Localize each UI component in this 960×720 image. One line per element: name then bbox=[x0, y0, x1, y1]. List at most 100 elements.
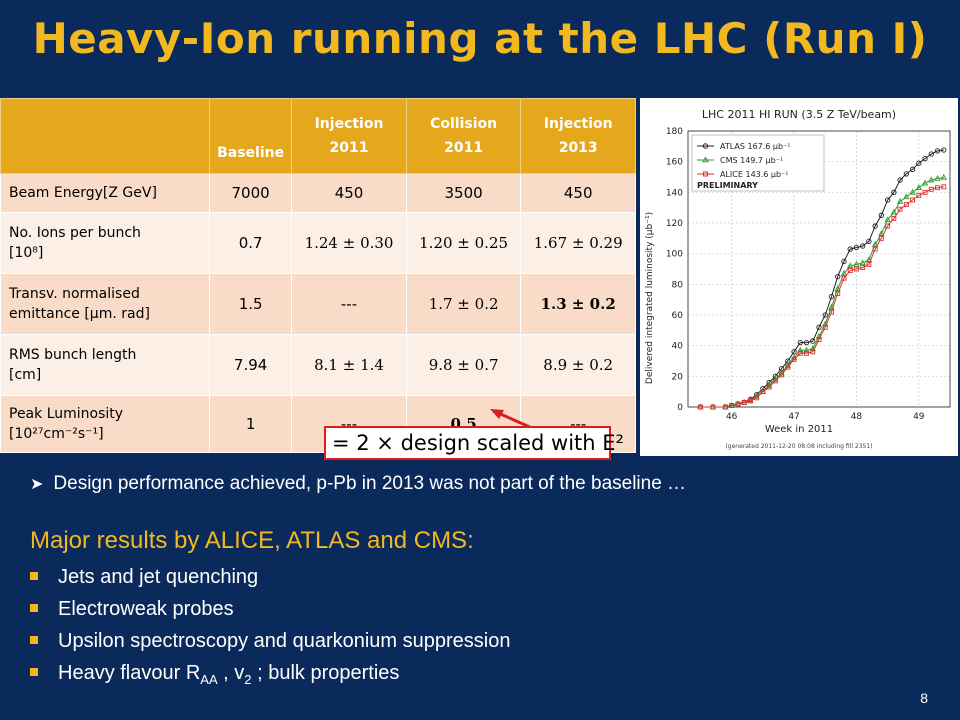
callout-arrow-icon bbox=[490, 409, 533, 430]
chart-title: LHC 2011 HI RUN (3.5 Z TeV/beam) bbox=[702, 108, 896, 121]
data-point bbox=[941, 147, 947, 153]
page-title: Heavy-Ion running at the LHC (Run I) bbox=[32, 14, 928, 63]
data-point bbox=[754, 395, 760, 401]
data-point bbox=[840, 270, 848, 276]
header-injection-2013-line1: Injection bbox=[543, 116, 613, 132]
param-beam-energy: Beam Energy[Z GeV] bbox=[0, 173, 210, 213]
data-point bbox=[816, 324, 822, 330]
table-row: Transv. normalised emittance [μm. rad] 1… bbox=[0, 273, 636, 335]
design-callout: = 2 × design scaled with E² bbox=[324, 426, 624, 460]
data-point bbox=[866, 261, 872, 267]
legend-marker bbox=[703, 171, 708, 177]
y-tick-label: 120 bbox=[666, 219, 683, 229]
data-point bbox=[872, 223, 878, 229]
data-point bbox=[916, 160, 922, 166]
list-item-text: Heavy flavour R bbox=[58, 662, 201, 684]
data-point bbox=[810, 338, 816, 344]
param-unit: [10⁸] bbox=[9, 245, 44, 261]
data-point bbox=[896, 197, 904, 204]
header-collision-2011-line1: Collision bbox=[430, 116, 498, 132]
y-tick-label: 80 bbox=[672, 280, 684, 290]
header-injection-2013: Injection 2013 bbox=[520, 98, 636, 174]
cell: 450 bbox=[520, 173, 636, 213]
data-point bbox=[940, 173, 947, 180]
data-point bbox=[878, 235, 884, 241]
list-item-text: Upsilon spectroscopy and quarkonium supp… bbox=[58, 630, 511, 652]
y-tick-label: 20 bbox=[672, 372, 684, 382]
param-label: Transv. normalised emittance bbox=[9, 286, 140, 322]
page-number: 8 bbox=[920, 690, 928, 706]
data-point bbox=[941, 184, 947, 190]
data-point bbox=[928, 151, 934, 157]
data-point bbox=[891, 189, 897, 195]
data-point bbox=[903, 202, 909, 208]
header-collision-2011-line2: 2011 bbox=[444, 140, 484, 156]
data-point bbox=[772, 378, 778, 384]
data-point bbox=[915, 184, 922, 190]
data-point bbox=[779, 372, 785, 378]
data-point bbox=[835, 274, 841, 280]
data-point bbox=[822, 324, 828, 330]
cell: 8.1 ± 1.4 bbox=[291, 334, 407, 396]
data-point bbox=[747, 398, 753, 404]
cell: 7.94 bbox=[208, 334, 293, 396]
data-point bbox=[797, 339, 803, 346]
legend-marker bbox=[702, 143, 709, 149]
list-item-text: Electroweak probes bbox=[58, 598, 234, 620]
cell: 450 bbox=[291, 173, 407, 213]
square-bullet-icon bbox=[30, 571, 38, 580]
subscript: AA bbox=[200, 672, 218, 687]
header-injection-2011-line1: Injection bbox=[314, 116, 384, 132]
data-point bbox=[797, 350, 803, 356]
data-point bbox=[928, 186, 934, 192]
param-label: RMS bunch length bbox=[9, 347, 137, 363]
cell: 1.3 ± 0.2 bbox=[520, 273, 636, 335]
data-point bbox=[934, 148, 941, 154]
list-item: Heavy flavour RAA , v2 ; bulk properties bbox=[30, 659, 510, 691]
data-point bbox=[871, 240, 879, 247]
data-point bbox=[829, 309, 834, 315]
data-point bbox=[910, 197, 916, 203]
x-tick-label: 49 bbox=[913, 412, 925, 422]
data-point bbox=[841, 258, 847, 264]
cell: 1.7 ± 0.2 bbox=[405, 273, 522, 335]
data-point bbox=[835, 291, 841, 296]
table-row: RMS bunch length [cm] 7.94 8.1 ± 1.4 9.8 … bbox=[0, 334, 636, 396]
data-point bbox=[859, 259, 866, 266]
list-item: Jets and jet quenching bbox=[30, 563, 510, 595]
design-note: ➤ Design performance achieved, p-Pb in 20… bbox=[30, 473, 686, 495]
data-point bbox=[866, 238, 872, 245]
legend-label: ATLAS 167.6 μb⁻¹ bbox=[720, 142, 791, 151]
data-point bbox=[884, 216, 891, 223]
cell: 3500 bbox=[405, 173, 522, 213]
cell: 8.9 ± 0.2 bbox=[520, 334, 636, 396]
data-point bbox=[834, 285, 841, 292]
data-point bbox=[928, 176, 935, 183]
legend-label: CMS 149.7 μb⁻¹ bbox=[720, 156, 783, 165]
data-point bbox=[865, 256, 873, 263]
data-point bbox=[860, 243, 866, 249]
x-tick-label: 47 bbox=[788, 412, 799, 422]
x-tick-label: 48 bbox=[851, 412, 863, 422]
data-point bbox=[878, 212, 885, 218]
y-tick-label: 60 bbox=[672, 311, 684, 321]
param-unit: [cm] bbox=[9, 367, 42, 383]
data-point bbox=[816, 337, 822, 342]
header-injection-2011: Injection 2011 bbox=[291, 98, 407, 174]
results-title: Major results by ALICE, ATLAS and CMS: bbox=[30, 527, 474, 554]
square-bullet-icon bbox=[30, 667, 38, 676]
data-point bbox=[766, 384, 772, 390]
plot-frame bbox=[687, 130, 951, 408]
data-point bbox=[841, 275, 847, 281]
data-point bbox=[803, 339, 810, 346]
param-emittance: Transv. normalised emittance [μm. rad] bbox=[0, 273, 210, 335]
param-label: No. Ions per bunch bbox=[9, 225, 141, 241]
x-tick-label: 46 bbox=[726, 412, 738, 422]
data-point bbox=[860, 265, 866, 270]
y-tick-label: 140 bbox=[666, 188, 683, 198]
subscript: 2 bbox=[244, 672, 252, 687]
y-tick-label: 160 bbox=[666, 158, 683, 168]
data-point bbox=[916, 192, 922, 198]
square-bullet-icon bbox=[30, 635, 38, 644]
param-peak-luminosity: Peak Luminosity [10²⁷cm⁻²s⁻¹] bbox=[0, 395, 210, 453]
